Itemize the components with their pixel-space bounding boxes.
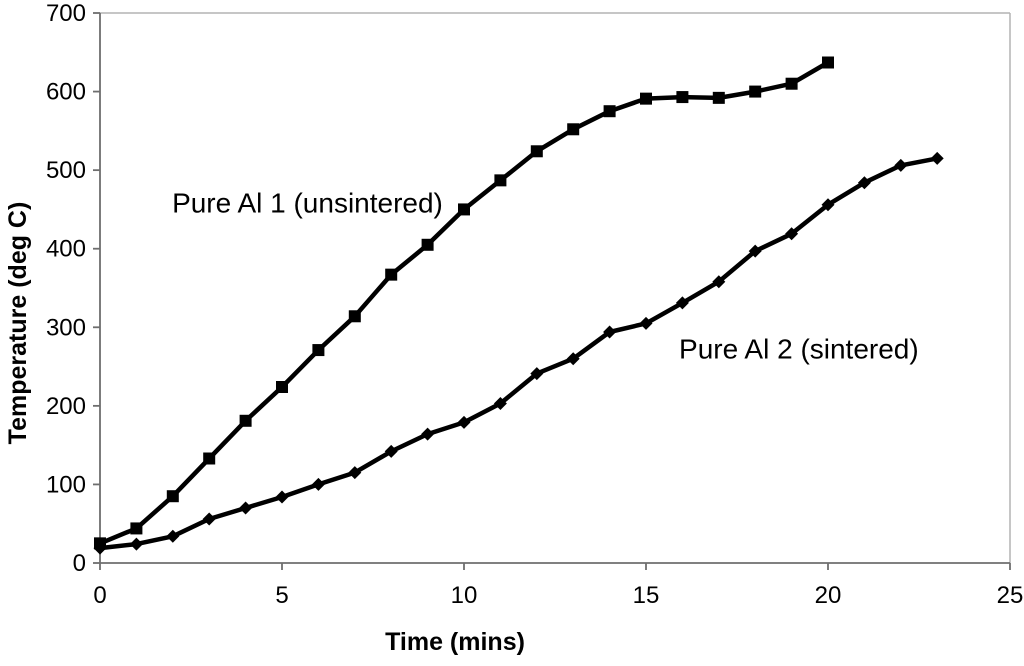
series-1-marker-square — [712, 91, 725, 104]
series-1-marker-square — [166, 490, 179, 503]
series-2-marker-diamond — [566, 352, 580, 366]
y-tick-label: 400 — [46, 236, 86, 263]
series-2-marker-diamond — [785, 227, 799, 241]
series-2-marker-diamond — [603, 325, 617, 339]
series-2-marker-diamond — [857, 176, 871, 190]
series-1-line — [97, 60, 831, 546]
x-tick-label: 25 — [997, 582, 1024, 609]
series-1-marker-square — [348, 310, 361, 323]
series-1-marker-square — [458, 203, 470, 216]
series-2-marker-diamond — [129, 537, 143, 551]
x-tick-label: 15 — [633, 582, 660, 609]
series-1-marker-square — [494, 174, 507, 187]
series-1-marker-square — [640, 92, 652, 105]
series-2-marker-diamond — [421, 427, 435, 441]
series-1-marker-square — [130, 522, 143, 535]
series-2-marker-diamond — [639, 316, 653, 330]
series-1-marker-square — [822, 56, 834, 69]
y-tick-label: 200 — [46, 393, 86, 420]
series-1-marker-square — [676, 91, 689, 104]
y-tick-label: 300 — [46, 314, 86, 341]
x-axis-title: Time (mins) — [385, 628, 525, 656]
series-2-line — [97, 156, 940, 551]
series-1-marker-square — [785, 77, 798, 90]
series-1-marker-square — [312, 344, 325, 357]
series-2-marker-diamond — [748, 244, 762, 258]
series-1-marker-square — [276, 381, 288, 393]
series-2-marker-diamond — [93, 541, 107, 555]
series-2-marker-diamond — [675, 296, 689, 310]
series-1-marker-square — [603, 105, 616, 118]
series-2-marker-diamond — [821, 198, 835, 212]
series-2-marker-diamond — [894, 158, 908, 172]
y-tick-label: 500 — [46, 157, 86, 184]
series-2-marker-diamond — [275, 490, 289, 504]
series-2-marker-diamond — [166, 529, 180, 543]
series-2-marker-diamond — [239, 501, 253, 515]
series-2-marker-diamond — [311, 477, 325, 491]
series-1-marker-square — [385, 268, 398, 281]
x-tick-label: 5 — [275, 582, 288, 609]
series-2-marker-diamond — [202, 512, 216, 526]
y-tick-label: 0 — [73, 550, 86, 577]
y-tick-label: 700 — [46, 0, 86, 27]
series-1-marker-square — [749, 85, 762, 98]
series-2-marker-diamond — [457, 415, 471, 429]
y-tick-label: 100 — [46, 471, 86, 498]
series-2-marker-diamond — [712, 275, 726, 289]
x-tick-label: 10 — [451, 582, 478, 609]
series-1-marker-square — [567, 123, 580, 136]
y-axis-title: Temperature (deg C) — [4, 202, 32, 445]
series-2-marker-diamond — [384, 444, 398, 458]
series-1-group — [94, 56, 834, 550]
series-1-marker-square — [530, 145, 543, 158]
series-1-marker-square — [203, 452, 216, 465]
series-2-group — [93, 151, 944, 555]
x-tick-label: 0 — [93, 582, 106, 609]
series-2-marker-diamond — [530, 367, 544, 381]
series-2-marker-diamond — [493, 397, 507, 410]
series-2-marker-diamond — [348, 466, 362, 480]
series-1-marker-square — [421, 238, 434, 251]
series-annotation-2: Pure Al 2 (sintered) — [679, 334, 919, 365]
y-tick-label: 600 — [46, 79, 86, 106]
series-2-marker-diamond — [930, 151, 944, 165]
x-tick-label: 20 — [815, 582, 842, 609]
series-annotation-1: Pure Al 1 (unsintered) — [172, 187, 443, 218]
series-1-marker-square — [239, 414, 252, 427]
